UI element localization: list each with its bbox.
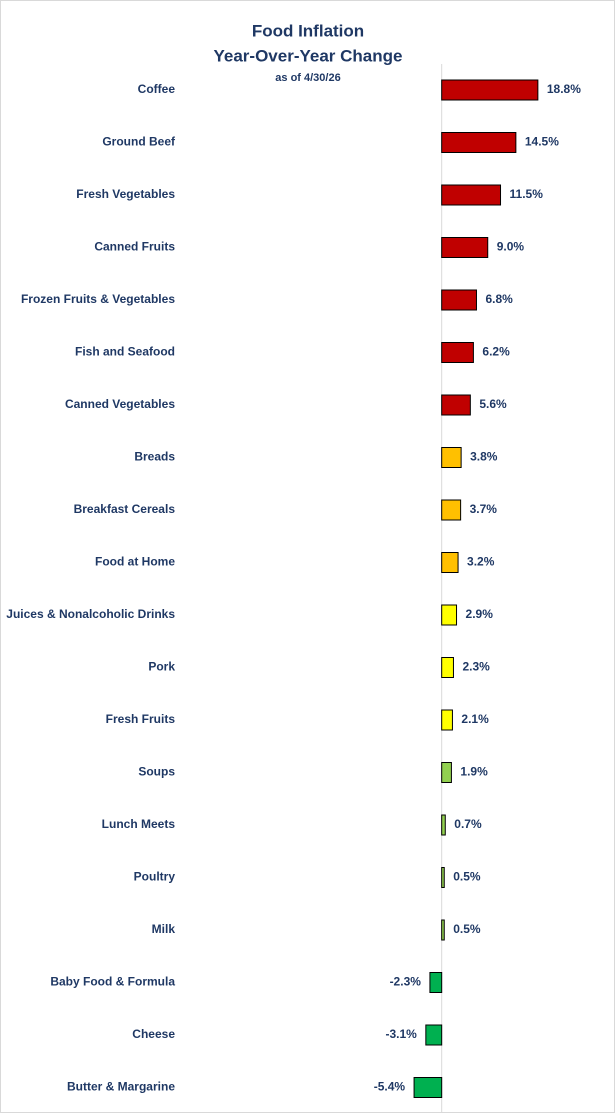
- category-label: Fish and Seafood: [75, 345, 175, 359]
- bar: [441, 237, 489, 258]
- value-label: 6.2%: [482, 345, 510, 359]
- value-label: 2.3%: [462, 660, 490, 674]
- bar: [425, 1024, 443, 1046]
- value-label: 0.7%: [454, 817, 482, 831]
- value-label: 0.5%: [453, 922, 481, 936]
- value-label: 9.0%: [497, 240, 525, 254]
- bar: [429, 972, 443, 993]
- bar: [441, 289, 477, 311]
- category-label: Ground Beef: [102, 135, 176, 149]
- category-label: Juices & Nonalcoholic Drinks: [6, 607, 175, 621]
- bar: [441, 499, 462, 521]
- bar: [441, 394, 471, 416]
- category-label: Cheese: [132, 1027, 175, 1041]
- bar: [441, 867, 445, 888]
- bar: [441, 814, 446, 836]
- category-label: Fresh Vegetables: [76, 187, 175, 201]
- bar: [441, 657, 454, 678]
- value-label: -2.3%: [390, 975, 422, 989]
- bar: [441, 919, 445, 941]
- bar: [441, 709, 453, 731]
- category-label: Breads: [134, 450, 175, 464]
- bar: [441, 447, 462, 468]
- category-label: Pork: [148, 660, 175, 674]
- bar: [441, 79, 539, 101]
- value-label: 3.2%: [467, 555, 495, 569]
- category-label: Canned Vegetables: [65, 397, 175, 411]
- chart-subtitle: as of 4/30/26: [275, 72, 340, 84]
- bar: [441, 604, 458, 626]
- value-label: -3.1%: [385, 1027, 417, 1041]
- bar: [441, 132, 517, 153]
- bar: [441, 762, 452, 783]
- category-label: Coffee: [138, 82, 176, 96]
- category-label: Soups: [138, 765, 175, 779]
- category-label: Food at Home: [95, 555, 175, 569]
- category-label: Poultry: [134, 870, 176, 884]
- chart-title: Food Inflation: [252, 21, 364, 40]
- value-label: 14.5%: [525, 135, 559, 149]
- category-label: Frozen Fruits & Vegetables: [21, 292, 175, 306]
- bar: [441, 342, 474, 363]
- bar: [441, 184, 502, 206]
- bar: [441, 552, 459, 573]
- value-label: 3.8%: [470, 450, 498, 464]
- category-label: Milk: [152, 922, 176, 936]
- category-label: Breakfast Cereals: [74, 502, 176, 516]
- category-label: Butter & Margarine: [67, 1080, 175, 1094]
- bar: [413, 1077, 443, 1098]
- value-label: 3.7%: [470, 502, 498, 516]
- value-label: 1.9%: [460, 765, 488, 779]
- value-label: 6.8%: [485, 292, 513, 306]
- value-label: 11.5%: [510, 187, 544, 201]
- category-label: Canned Fruits: [94, 240, 175, 254]
- value-label: 2.1%: [461, 712, 489, 726]
- value-label: 2.9%: [466, 607, 494, 621]
- value-label: -5.4%: [374, 1080, 406, 1094]
- category-label: Fresh Fruits: [106, 712, 176, 726]
- category-label: Lunch Meets: [102, 817, 176, 831]
- value-label: 18.8%: [547, 82, 581, 96]
- chart-title: Year-Over-Year Change: [214, 46, 403, 65]
- value-label: 5.6%: [479, 397, 507, 411]
- category-label: Baby Food & Formula: [50, 975, 175, 989]
- value-label: 0.5%: [453, 870, 481, 884]
